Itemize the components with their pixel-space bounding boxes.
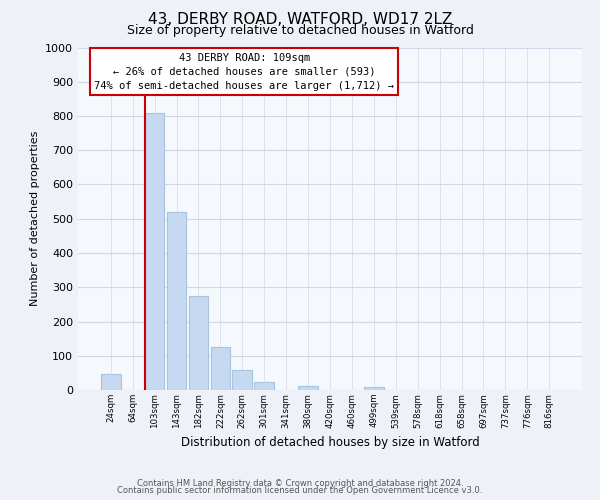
Text: 43 DERBY ROAD: 109sqm
← 26% of detached houses are smaller (593)
74% of semi-det: 43 DERBY ROAD: 109sqm ← 26% of detached … (94, 52, 394, 90)
Bar (254, 382, 274, 390)
Bar (364, 388, 384, 390)
Text: Contains public sector information licensed under the Open Government Licence v3: Contains public sector information licen… (118, 486, 482, 495)
Text: Size of property relative to detached houses in Watford: Size of property relative to detached ho… (127, 24, 473, 37)
Bar (188, 296, 208, 390)
Bar (167, 212, 187, 390)
Text: Contains HM Land Registry data © Crown copyright and database right 2024.: Contains HM Land Registry data © Crown c… (137, 478, 463, 488)
X-axis label: Distribution of detached houses by size in Watford: Distribution of detached houses by size … (181, 436, 479, 449)
Bar (101, 374, 121, 390)
Bar (298, 386, 318, 390)
Bar (211, 347, 230, 390)
Bar (232, 370, 252, 390)
Y-axis label: Number of detached properties: Number of detached properties (29, 131, 40, 306)
Text: 43, DERBY ROAD, WATFORD, WD17 2LZ: 43, DERBY ROAD, WATFORD, WD17 2LZ (148, 12, 452, 28)
Bar (145, 112, 164, 390)
